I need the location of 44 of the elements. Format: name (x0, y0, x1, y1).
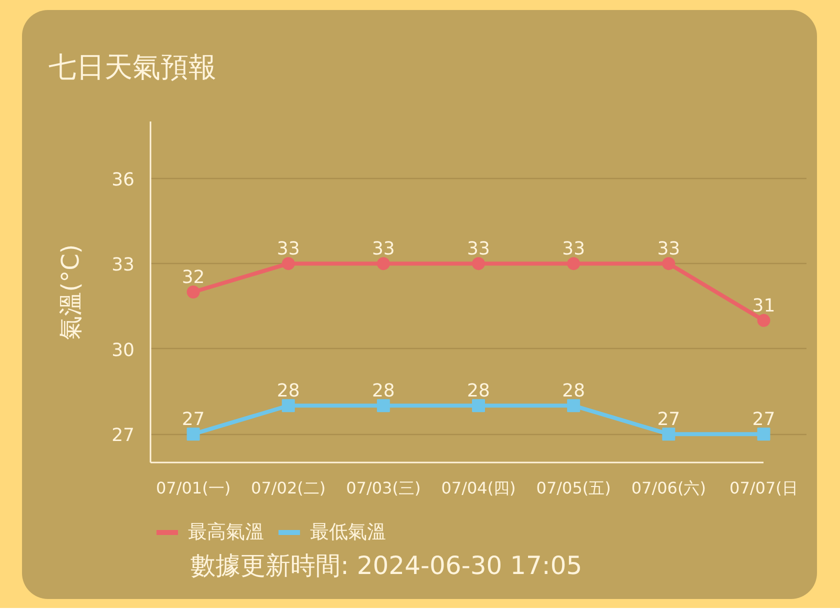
point (662, 428, 676, 441)
x-tick-label: 07/06(六) (631, 478, 706, 498)
legend-label: 最高氣溫 (188, 520, 264, 545)
x-tick-label: 07/01(一) (156, 478, 231, 498)
y-tick-label: 27 (112, 425, 134, 446)
data-label: 28 (562, 380, 586, 402)
data-label: 27 (752, 409, 776, 430)
data-label: 33 (372, 238, 395, 260)
y-axis-title: 氣溫(°C) (56, 244, 85, 340)
point (186, 428, 200, 441)
point (282, 399, 295, 412)
y-tick-label: 33 (112, 254, 134, 276)
x-tick-label: 07/07(日 (730, 478, 798, 498)
legend-label: 最低氣溫 (310, 520, 386, 545)
data-label: 33 (276, 238, 300, 260)
x-tick-label: 07/03(三) (346, 478, 421, 498)
text: 數據更新時間: 2024-06-30 17:05 (190, 551, 582, 580)
point (376, 399, 390, 412)
data-label: 33 (562, 238, 586, 260)
point (567, 257, 580, 270)
x-tick-label: 07/02(二) (251, 478, 326, 498)
y-tick-label: 30 (112, 340, 134, 361)
y-tick-label: 36 (112, 169, 134, 190)
data-label: 32 (182, 267, 205, 288)
data-label: 33 (467, 238, 490, 260)
data-label: 27 (657, 409, 680, 430)
data-label: 27 (182, 409, 205, 430)
point (662, 257, 676, 270)
point (757, 428, 770, 441)
point (472, 257, 485, 270)
data-label: 28 (372, 380, 395, 402)
x-tick-label: 07/04(四) (441, 478, 516, 498)
point (282, 257, 295, 270)
point (186, 286, 200, 298)
data-label: 28 (276, 380, 300, 402)
point (567, 399, 580, 412)
point (376, 257, 390, 270)
data-label: 28 (467, 380, 490, 402)
chart-title: 七日天氣預報 (48, 50, 216, 84)
data-label: 33 (657, 238, 680, 260)
point (472, 399, 485, 412)
point (757, 314, 770, 327)
x-tick-label: 07/05(五) (536, 478, 611, 498)
data-label: 31 (752, 295, 776, 316)
